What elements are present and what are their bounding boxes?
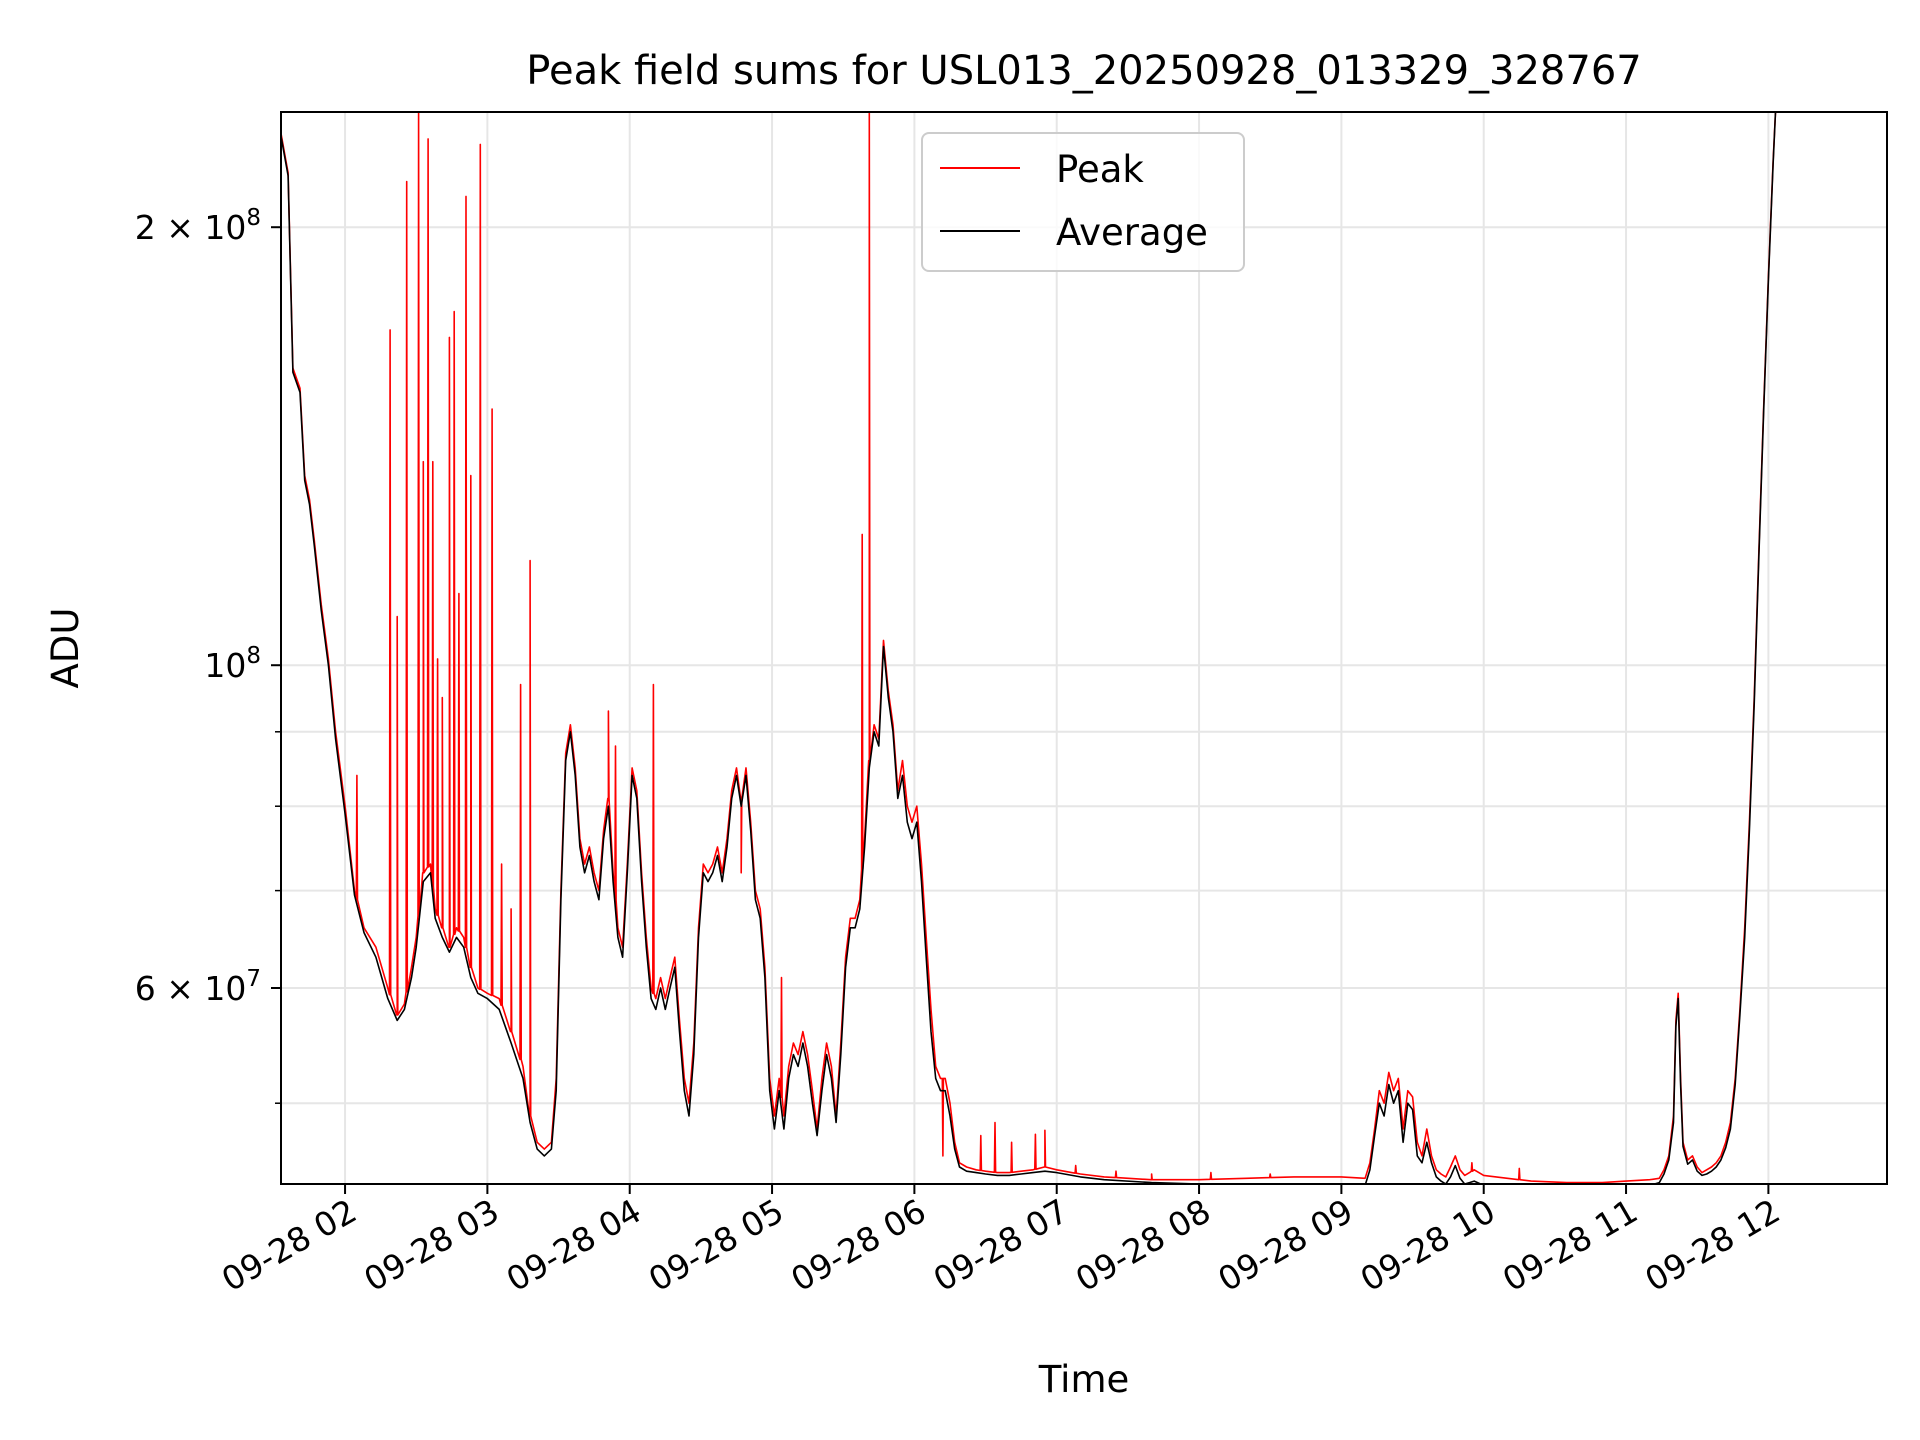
legend-average-label: Average (1056, 211, 1208, 254)
x-axis-label: Time (1038, 1358, 1130, 1401)
axes-frame (280, 111, 1888, 1185)
plot-area (281, 112, 1777, 1184)
y-axis-label: ADU (44, 608, 87, 689)
y-axis: 6 × 107 108 2 × 108 (135, 205, 281, 1104)
chart-title: Peak field sums for USL013_20250928_0133… (526, 48, 1641, 94)
series-line-peak (281, 112, 1777, 1184)
series-group (281, 112, 1777, 1184)
y-tick-label: 2 × 108 (135, 205, 261, 247)
legend: Peak Average (921, 132, 1245, 272)
y-tick-label: 108 (204, 643, 261, 685)
series-line-average (281, 112, 1777, 1184)
y-tick-label: 6 × 107 (135, 966, 261, 1008)
legend-peak-label: Peak (1056, 148, 1144, 191)
